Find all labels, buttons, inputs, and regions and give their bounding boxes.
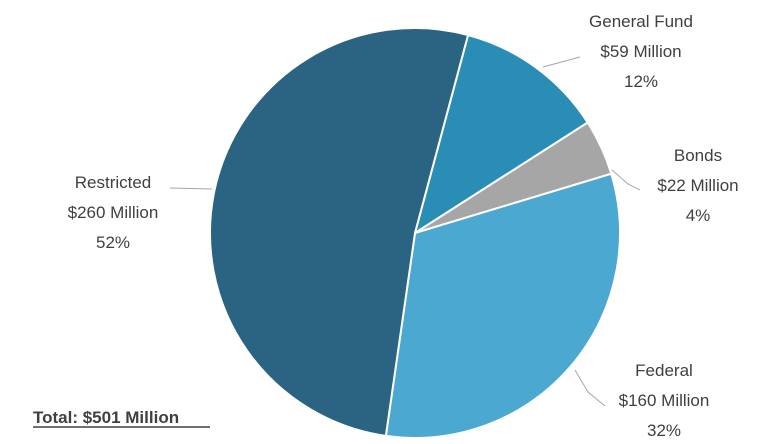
general-fund-name-label: General Fund bbox=[589, 12, 693, 31]
pie-slices bbox=[208, 27, 621, 439]
leader-lines bbox=[169, 56, 641, 407]
federal-name-label: Federal bbox=[635, 361, 693, 380]
federal-percent-label: 32% bbox=[647, 421, 681, 440]
bonds-percent-label: 4% bbox=[686, 206, 711, 225]
restricted-leader-line bbox=[169, 187, 213, 190]
pie-slice-general-fund bbox=[413, 33, 590, 236]
restricted-percent-label: 52% bbox=[96, 233, 130, 252]
restricted-name-label: Restricted bbox=[75, 173, 152, 192]
general-fund-leader-line bbox=[542, 56, 581, 68]
pie-slice-federal bbox=[384, 172, 621, 439]
pie-slice-restricted bbox=[208, 27, 470, 438]
total-label: Total: $501 Million bbox=[33, 408, 179, 427]
federal-leader-line bbox=[574, 369, 606, 407]
bonds-amount-label: $22 Million bbox=[657, 176, 738, 195]
general-fund-percent-label: 12% bbox=[624, 72, 658, 91]
federal-amount-label: $160 Million bbox=[619, 391, 710, 410]
general-fund-amount-label: $59 Million bbox=[600, 42, 681, 61]
bonds-leader-line bbox=[611, 169, 641, 191]
restricted-amount-label: $260 Million bbox=[68, 203, 159, 222]
bonds-name-label: Bonds bbox=[674, 146, 722, 165]
